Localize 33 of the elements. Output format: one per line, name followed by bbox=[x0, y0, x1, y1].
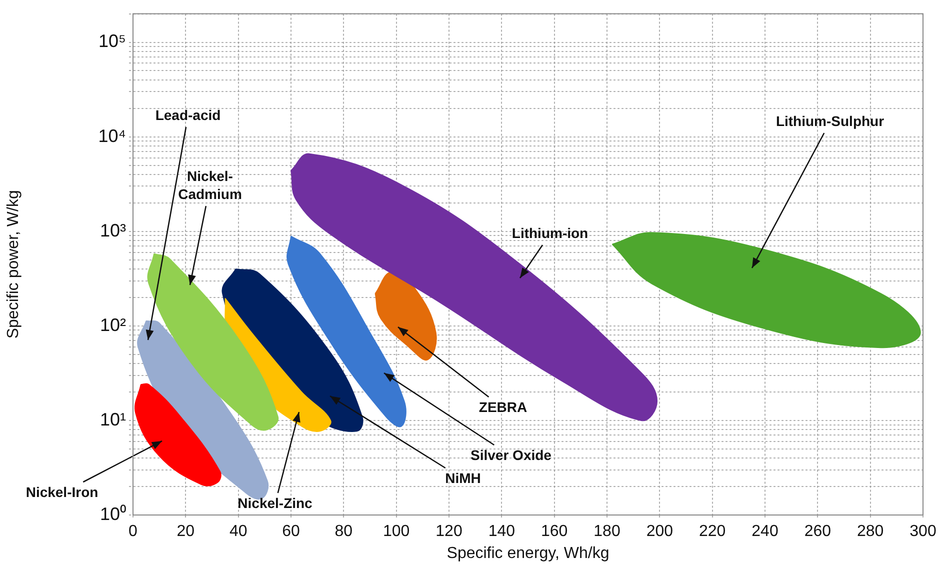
y-tick-label: 10² bbox=[100, 314, 126, 335]
text: Nickel- Cadmium bbox=[178, 168, 242, 202]
x-tick-label: 40 bbox=[229, 523, 248, 540]
x-tick-label: 0 bbox=[128, 523, 138, 540]
text: Nickel-Iron bbox=[26, 484, 98, 500]
y-tick-label: 10³ bbox=[100, 220, 126, 240]
x-tick-label: 200 bbox=[646, 523, 674, 540]
x-tick-label: 80 bbox=[334, 523, 353, 540]
x-tick-label: 140 bbox=[488, 523, 516, 540]
text: NiMH bbox=[445, 470, 481, 486]
x-tick-label: 240 bbox=[752, 523, 778, 540]
x-tick-label: 60 bbox=[282, 523, 300, 540]
text: Nickel-Zinc bbox=[238, 494, 313, 511]
y-tick-label: 10⁵ bbox=[98, 31, 126, 52]
y-tick-label: 10¹ bbox=[100, 409, 126, 430]
x-tick-label: 100 bbox=[382, 523, 410, 540]
x-tick-label: 180 bbox=[594, 523, 620, 540]
x-tick-label: 280 bbox=[856, 523, 884, 540]
x-tick-label: 20 bbox=[176, 523, 195, 540]
text: ZEBRA bbox=[478, 398, 528, 415]
x-tick-label: 220 bbox=[698, 523, 726, 540]
text: Lead-acid bbox=[155, 106, 221, 123]
x-tick-label: 160 bbox=[540, 523, 568, 540]
x-tick-label: 300 bbox=[910, 523, 936, 540]
x-tick-label: 260 bbox=[804, 523, 832, 540]
text: Lithium-Sulphur bbox=[776, 112, 885, 129]
x-axis-title: Specific energy, Wh/kg bbox=[446, 544, 610, 562]
y-tick-label: 10⁴ bbox=[98, 126, 126, 146]
x-tick-label: 120 bbox=[436, 523, 462, 540]
y-axis-title: Specific power, W/kg bbox=[5, 190, 22, 339]
y-tick-label: 10⁰ bbox=[100, 504, 126, 524]
series-label: Lithium-ion bbox=[512, 224, 588, 241]
text: Silver Oxide bbox=[470, 446, 552, 463]
